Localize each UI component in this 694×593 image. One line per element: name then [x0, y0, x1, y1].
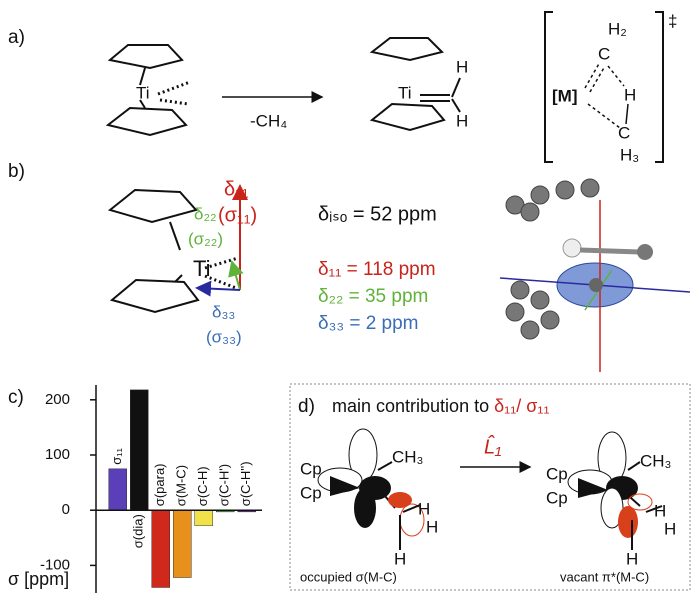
- ligand: Cp: [300, 459, 322, 478]
- tensor-label: δ₃₃: [212, 302, 235, 321]
- product-drawing: [372, 38, 460, 130]
- y-tick-label: 0: [62, 501, 70, 518]
- panel-label: d): [298, 396, 315, 417]
- operator: L̂₁: [484, 435, 501, 458]
- metal: Ti: [136, 83, 150, 102]
- bar: [195, 510, 213, 525]
- category-label: σ(dia): [131, 514, 146, 548]
- caption: occupied σ(M-C): [300, 569, 397, 584]
- category-label: σ(C-H'): [217, 464, 232, 506]
- atom: H₃: [620, 145, 639, 164]
- arrow-label: -CH₄: [250, 111, 287, 130]
- atom: H₂: [608, 19, 627, 38]
- y-tick-label: -100: [40, 556, 70, 573]
- y-tick-label: 200: [45, 391, 70, 408]
- orbital-right: [568, 432, 662, 550]
- atom: H: [624, 85, 636, 104]
- shift-value: δ₁₁ = 118 ppm: [318, 259, 436, 280]
- shift-value: δ₃₃ = 2 ppm: [318, 313, 419, 334]
- bar-chart: c) σ [ppm] -1000100200σ₁₁σ(dia)σ(para)σ(…: [8, 385, 262, 593]
- ligand: Cp: [546, 464, 568, 483]
- atom: H: [664, 519, 676, 538]
- tensor-label: (σ₃₃): [206, 327, 242, 346]
- atom: H: [394, 549, 406, 568]
- ligand: Cp: [546, 488, 568, 507]
- caption: vacant π*(M-C): [560, 569, 649, 584]
- dagger: ‡: [668, 11, 677, 30]
- tensor-label: δ₁₁: [224, 178, 249, 200]
- atom: H: [456, 57, 468, 76]
- bar: [152, 510, 170, 587]
- model-3d: [500, 179, 690, 372]
- metal: Ti: [193, 256, 211, 281]
- category-label: σ(C-H): [195, 466, 210, 506]
- tensor-label: (σ₂₂): [188, 229, 223, 248]
- bar: [173, 510, 191, 577]
- atom: H: [426, 517, 438, 536]
- category-label: σ(C-H''): [238, 461, 253, 506]
- tensor-label: (σ₁₁): [218, 204, 257, 226]
- category-label: σ(M-C): [174, 465, 189, 506]
- bar: [109, 469, 127, 510]
- atom: H: [654, 501, 666, 520]
- atom: H: [418, 499, 430, 518]
- atom: C: [618, 123, 630, 142]
- metal: Ti: [398, 83, 412, 102]
- shift-value: δ₂₂ = 35 ppm: [318, 286, 428, 307]
- ligand: CH₃: [392, 447, 423, 466]
- category-label: σ₁₁: [109, 447, 124, 464]
- y-tick-label: 100: [45, 446, 70, 463]
- category-label: σ(para): [152, 463, 167, 506]
- panel-label: c): [8, 387, 24, 408]
- atom: C: [598, 44, 610, 63]
- atom: [M]: [552, 86, 577, 105]
- tensor-label: δ₂₂: [194, 204, 217, 223]
- panel-title: main contribution to δ₁₁/ σ₁₁: [332, 396, 550, 416]
- atom: H: [626, 549, 638, 568]
- panel-label: b): [8, 161, 25, 182]
- ligand: Cp: [300, 483, 322, 502]
- panel-a: a) Ti -CH₄ Ti H H [M] C H₂ H C H₃ ‡: [8, 11, 677, 164]
- iso-shift: δᵢₛₒ = 52 ppm: [318, 203, 437, 225]
- figure: a) Ti -CH₄ Ti H H [M] C H₂ H C H₃ ‡ b): [0, 0, 694, 593]
- ligand: CH₃: [640, 451, 671, 470]
- title-text: main contribution to: [332, 396, 489, 416]
- bar: [130, 390, 148, 510]
- panel-label: a): [8, 27, 25, 48]
- title-symbol: δ₁₁/ σ₁₁: [494, 396, 549, 416]
- panel-d: d) main contribution to δ₁₁/ σ₁₁ Cp Cp C…: [290, 384, 690, 590]
- atom: H: [456, 111, 468, 130]
- panel-b: b) Ti δ₁₁ (σ₁₁) δ₂₂ (σ₂₂) δ₃₃ (σ₃₃) δᵢₛₒ…: [8, 161, 690, 372]
